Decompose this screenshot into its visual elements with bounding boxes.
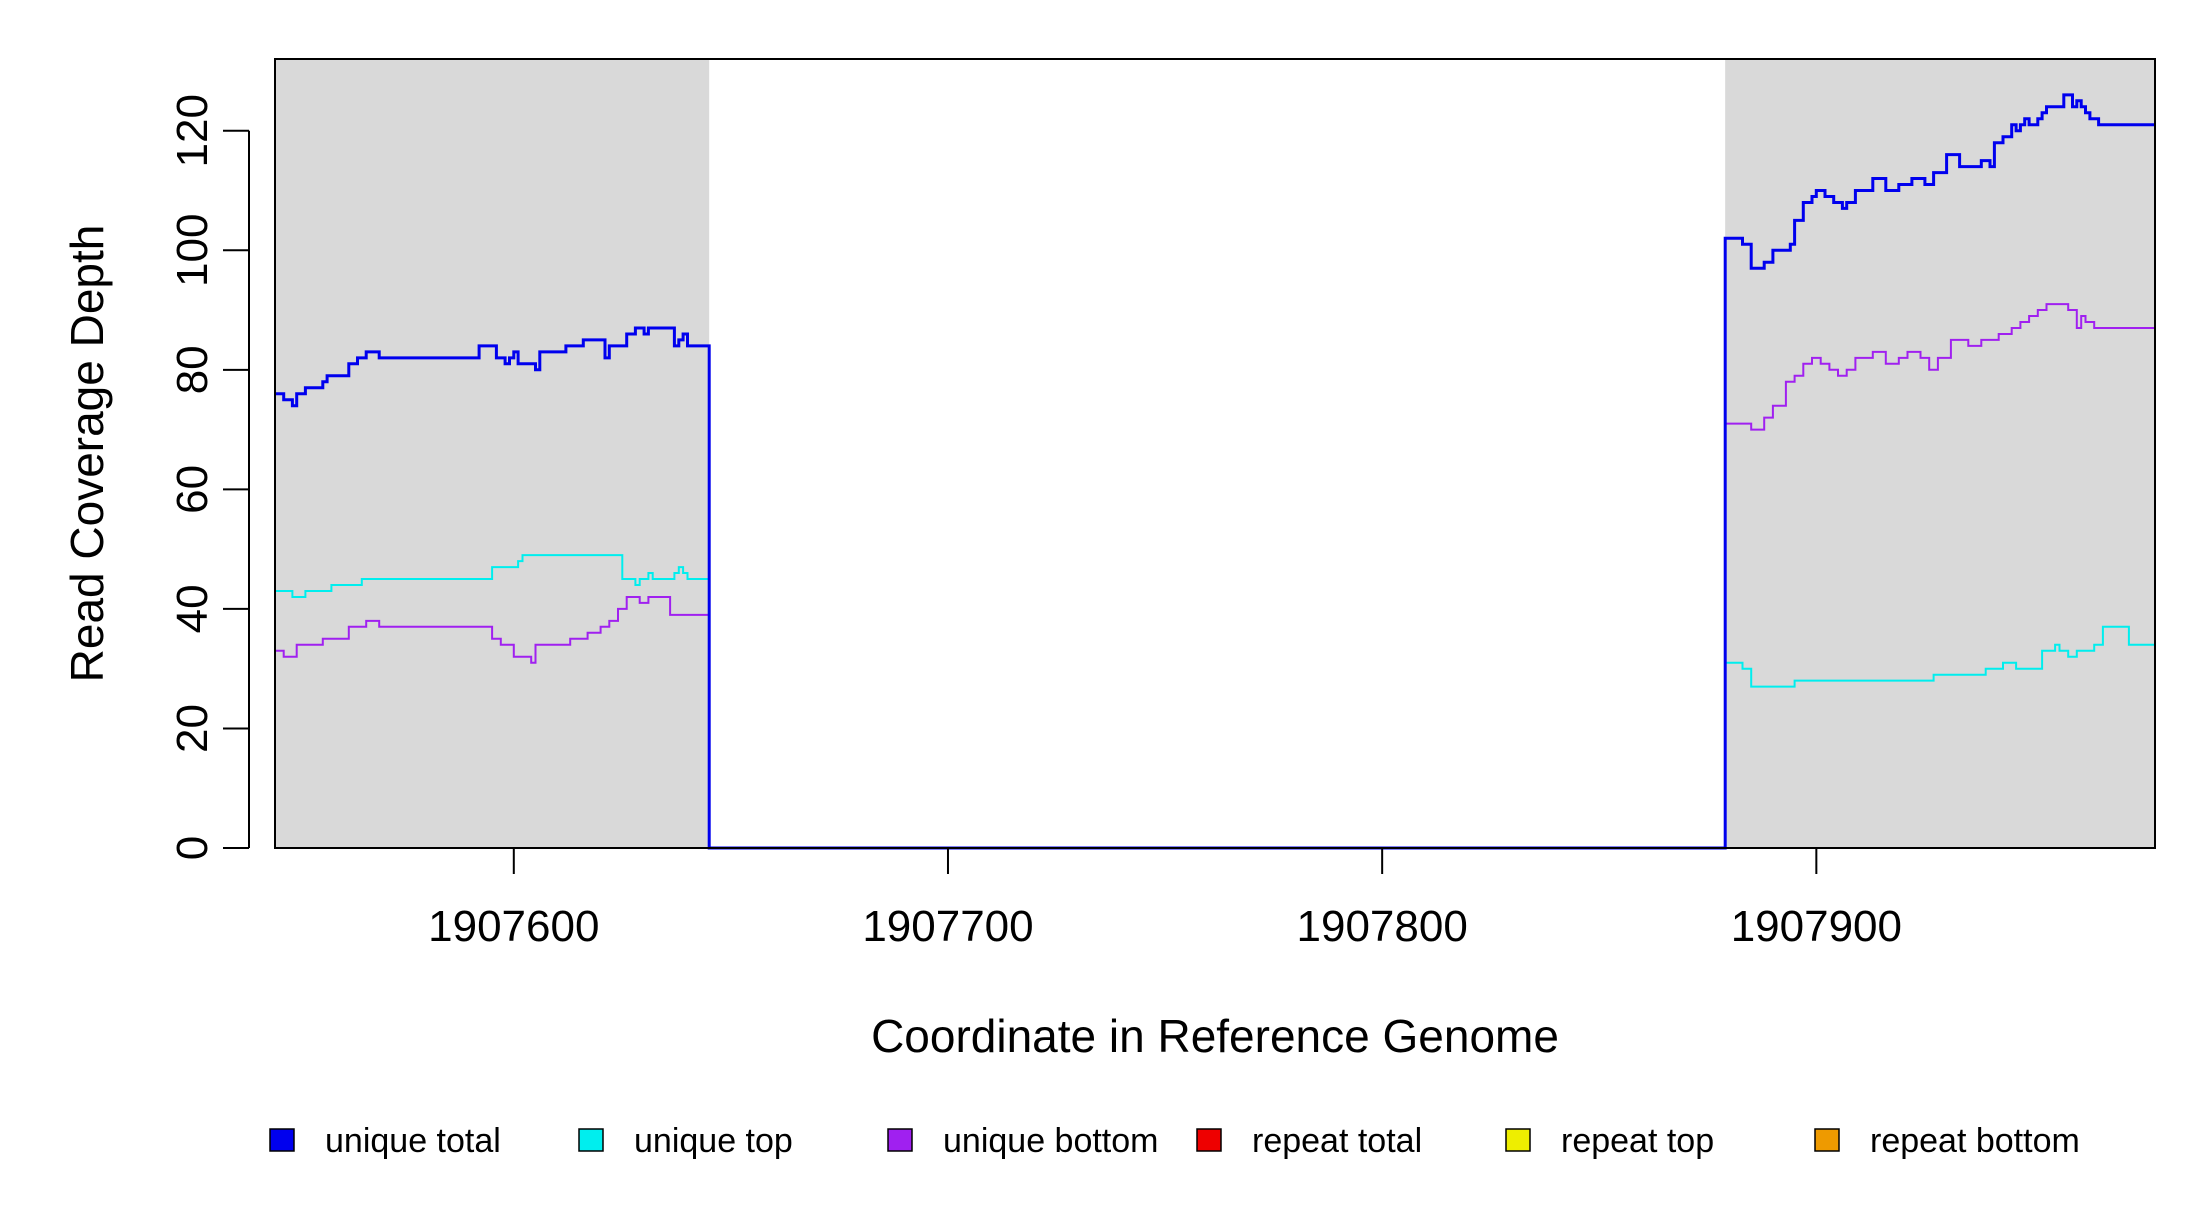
y-tick-label: 0: [168, 836, 217, 860]
x-tick-label: 1907900: [1731, 902, 1902, 951]
y-tick-label: 40: [168, 584, 217, 633]
legend-item-repeat-bottom: repeat bottom: [1814, 1122, 2080, 1160]
shaded-regions: [275, 59, 2155, 848]
y-axis-title: Read Coverage Depth: [61, 225, 113, 683]
shaded-region-1: [275, 59, 710, 848]
x-axis: 1907600 1907700 1907800 1907900: [428, 848, 1902, 951]
legend-swatch: [578, 1128, 604, 1152]
legend-item-repeat-total: repeat total: [1196, 1122, 1422, 1160]
y-tick-label: 60: [168, 465, 217, 514]
legend-swatch: [1505, 1128, 1531, 1152]
y-tick-label: 120: [168, 94, 217, 167]
y-axis: 0 20 40 60 80 100 120: [168, 94, 250, 860]
x-axis-title: Coordinate in Reference Genome: [871, 1010, 1559, 1062]
legend: unique total unique top unique bottom repea…: [269, 1122, 2080, 1160]
legend-label: repeat total: [1252, 1122, 1422, 1160]
legend-item-unique-top: unique top: [578, 1122, 793, 1160]
legend-swatch: [1196, 1128, 1222, 1152]
plot-frame: [274, 58, 2156, 849]
legend-label: unique top: [634, 1122, 793, 1160]
legend-swatch: [887, 1128, 913, 1152]
legend-item-unique-total: unique total: [269, 1122, 501, 1160]
legend-label: repeat bottom: [1870, 1122, 2080, 1160]
y-tick-label: 100: [168, 214, 217, 287]
legend-label: unique bottom: [943, 1122, 1159, 1160]
shaded-region-2: [1725, 59, 2155, 848]
legend-item-repeat-top: repeat top: [1505, 1122, 1714, 1160]
legend-swatch: [1814, 1128, 1840, 1152]
legend-item-unique-bottom: unique bottom: [887, 1122, 1159, 1160]
legend-label: repeat top: [1561, 1122, 1714, 1160]
x-tick-label: 1907800: [1297, 902, 1468, 951]
legend-label: unique total: [325, 1122, 501, 1160]
x-tick-label: 1907600: [428, 902, 599, 951]
series-line-unique-total: [275, 93, 2155, 850]
y-tick-label: 80: [168, 345, 217, 394]
y-tick-label: 20: [168, 704, 217, 753]
series-line-unique-bottom: [275, 303, 2155, 849]
x-tick-label: 1907700: [862, 902, 1033, 951]
legend-swatch: [269, 1128, 295, 1152]
